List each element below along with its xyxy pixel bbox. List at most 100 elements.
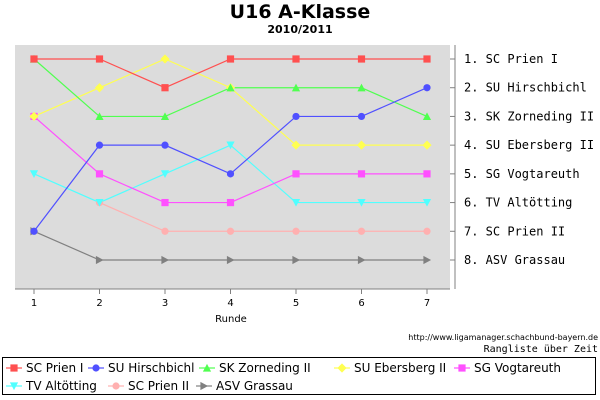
data-point: [423, 170, 431, 178]
data-point: [292, 227, 300, 235]
data-point: [161, 255, 170, 265]
data-point: [95, 55, 104, 63]
legend-item: SU Ebersberg II: [334, 359, 446, 377]
data-point: [357, 55, 366, 63]
data-point: [161, 141, 169, 149]
rank-label: 1. SC Prien I: [464, 52, 558, 66]
data-point: [161, 84, 169, 92]
data-point: [30, 55, 38, 63]
x-tick-label: 1: [31, 298, 37, 309]
rank-label: 3. SK Zorneding II: [464, 109, 594, 123]
data-point: [291, 140, 301, 150]
legend-label: SU Hirschbichl: [108, 361, 195, 375]
x-tick-label: 5: [293, 298, 299, 309]
data-point: [357, 198, 366, 207]
series-markers: [29, 54, 432, 265]
legend-label: SU Ebersberg II: [354, 361, 447, 375]
data-point: [357, 227, 366, 235]
legend-marker: [202, 363, 212, 372]
data-point: [292, 55, 300, 63]
plot-area: [15, 45, 450, 289]
legend-item: SK Zorneding II: [199, 359, 311, 377]
data-point: [357, 83, 366, 92]
data-point: [161, 227, 169, 235]
legend-item: SG Vogtareuth: [454, 359, 561, 377]
rank-label: 5. SG Vogtareuth: [464, 167, 580, 181]
rank-axis: 1. SC Prien I 2. SU Hirschbichl 3. SK Zorn…: [450, 52, 594, 267]
x-tick-label: 3: [162, 298, 168, 309]
rank-label: 6. TV Altötting: [464, 196, 572, 210]
x-axis-title: Runde: [215, 314, 247, 325]
data-point: [292, 112, 300, 121]
data-point: [423, 84, 431, 92]
data-point: [160, 112, 170, 121]
data-point: [423, 55, 431, 63]
rank-label: 7. SC Prien II: [464, 224, 565, 238]
x-tick-label: 2: [96, 298, 102, 309]
legend-marker: [112, 382, 120, 390]
legend-marker: [458, 364, 466, 372]
legend-marker: [10, 364, 18, 372]
chart-subtitle: 2010/2011: [267, 23, 333, 36]
legend-label: SG Vogtareuth: [474, 361, 561, 375]
data-point: [357, 170, 366, 178]
rank-label: 2. SU Hirschbichl: [464, 81, 587, 95]
legend-swatch: [199, 363, 215, 372]
legend-marker: [337, 363, 347, 373]
data-point: [357, 255, 366, 265]
data-point: [160, 54, 170, 64]
caption: Rangliste über Zeit: [483, 344, 598, 355]
data-point: [291, 198, 301, 207]
legend-item: SU Hirschbichl: [88, 359, 194, 377]
data-point: [422, 112, 432, 121]
data-point: [226, 55, 235, 63]
data-point: [94, 83, 105, 93]
x-tick-label: 4: [227, 298, 233, 309]
data-point: [423, 255, 432, 265]
legend-swatch: [6, 382, 22, 391]
data-point: [356, 140, 367, 150]
legend-marker: [92, 364, 100, 372]
x-axis: 1 2 3 4 5 6 7: [31, 289, 430, 309]
legend-label: TV Altötting: [26, 379, 97, 393]
legend-item: TV Altötting: [6, 377, 97, 395]
legend-swatch: [334, 363, 350, 373]
rank-label: 4. SU Ebersberg II: [464, 138, 594, 152]
data-point: [95, 112, 104, 121]
data-point: [29, 170, 39, 178]
data-point: [357, 112, 366, 121]
rank-label: 8. ASV Grassau: [464, 253, 565, 267]
legend-item: ASV Grassau: [196, 377, 293, 395]
data-point: [422, 198, 432, 207]
legend-swatch: [6, 364, 22, 372]
data-point: [95, 170, 104, 178]
legend-item: SC Prien I: [6, 359, 83, 377]
x-tick-label: 7: [424, 298, 430, 309]
data-point: [161, 198, 169, 207]
data-point: [292, 255, 301, 265]
x-tick-label: 6: [358, 298, 364, 309]
data-point: [226, 255, 235, 265]
legend-label: SC Prien I: [26, 361, 84, 375]
data-point: [95, 255, 104, 265]
data-point: [226, 227, 235, 235]
data-point: [95, 141, 104, 149]
data-point: [30, 227, 38, 235]
data-point: [95, 198, 104, 207]
data-point: [292, 170, 300, 178]
data-point: [422, 140, 432, 150]
series-line: [99, 202, 427, 232]
legend-swatch: [454, 364, 470, 372]
chart-title: U16 A-Klasse: [229, 1, 371, 23]
legend-swatch: [88, 364, 104, 372]
data-point: [423, 227, 431, 235]
data-point: [226, 198, 235, 207]
data-point: [226, 170, 235, 178]
data-point: [160, 170, 170, 178]
source-url: http://www.ligamanager.schachbund-bayern…: [408, 333, 598, 342]
legend-marker: [200, 381, 209, 391]
legend-label: SC Prien II: [128, 379, 189, 393]
data-point: [291, 83, 301, 92]
legend-marker: [9, 382, 19, 391]
